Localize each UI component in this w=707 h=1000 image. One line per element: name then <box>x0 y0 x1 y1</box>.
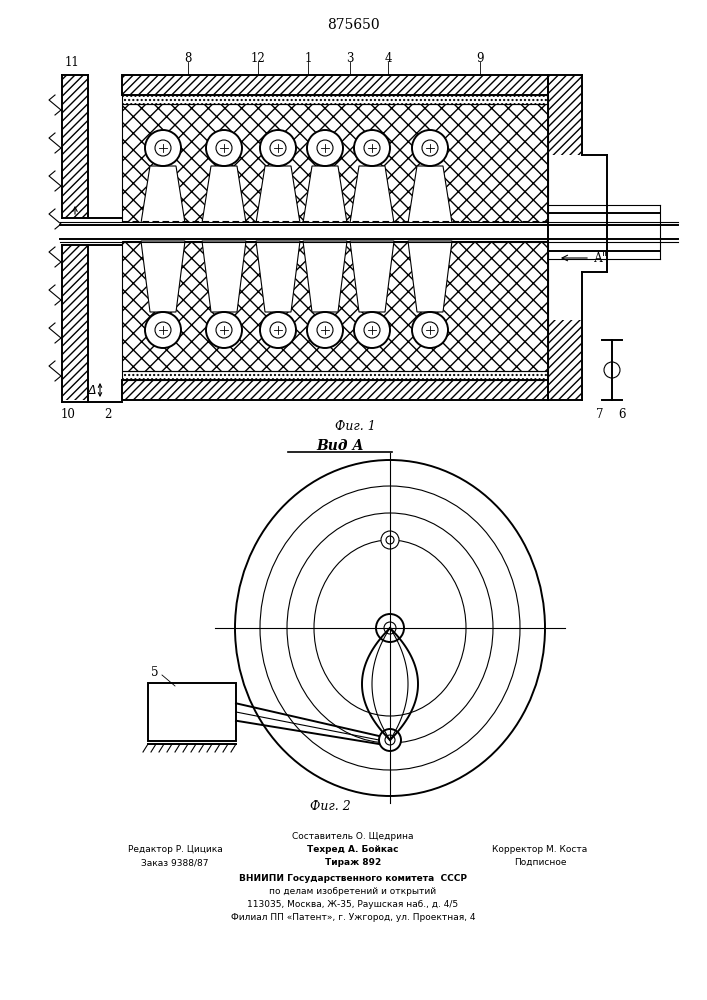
Circle shape <box>317 322 333 338</box>
Bar <box>548 75 582 155</box>
Text: ВНИИПИ Государственного комитета  СССР: ВНИИПИ Государственного комитета СССР <box>239 874 467 883</box>
Circle shape <box>206 312 242 348</box>
Bar <box>122 95 548 104</box>
Bar <box>148 683 236 741</box>
Circle shape <box>155 322 171 338</box>
Bar <box>122 371 548 380</box>
Bar <box>122 241 548 371</box>
Polygon shape <box>141 166 185 223</box>
Text: 9: 9 <box>477 51 484 64</box>
Circle shape <box>354 312 390 348</box>
Text: 875650: 875650 <box>327 18 380 32</box>
Text: Корректор М. Коста: Корректор М. Коста <box>492 845 588 854</box>
Circle shape <box>385 735 395 745</box>
Text: А": А" <box>594 251 608 264</box>
Text: Заказ 9388/87: Заказ 9388/87 <box>141 858 209 867</box>
Text: Фиг. 1: Фиг. 1 <box>334 420 375 433</box>
Bar <box>60 222 678 228</box>
Text: 12: 12 <box>250 51 265 64</box>
Circle shape <box>364 322 380 338</box>
Polygon shape <box>408 166 452 223</box>
Polygon shape <box>303 166 347 223</box>
Circle shape <box>145 130 181 166</box>
Polygon shape <box>350 166 394 223</box>
Circle shape <box>270 140 286 156</box>
Text: 3: 3 <box>346 51 354 64</box>
Circle shape <box>307 130 343 166</box>
Circle shape <box>412 130 448 166</box>
Bar <box>548 320 582 400</box>
Circle shape <box>381 531 399 549</box>
Text: Δ: Δ <box>88 383 96 396</box>
Circle shape <box>354 130 390 166</box>
Bar <box>122 380 548 400</box>
Text: Фиг. 2: Фиг. 2 <box>310 800 351 813</box>
Bar <box>122 104 548 223</box>
Text: Редактор Р. Цицика: Редактор Р. Цицика <box>128 845 223 854</box>
Circle shape <box>145 312 181 348</box>
Circle shape <box>270 322 286 338</box>
Bar <box>122 75 548 95</box>
Circle shape <box>379 729 401 751</box>
Circle shape <box>604 362 620 378</box>
Circle shape <box>216 140 232 156</box>
Polygon shape <box>256 241 300 312</box>
Polygon shape <box>202 166 246 223</box>
Circle shape <box>260 312 296 348</box>
Circle shape <box>307 312 343 348</box>
Circle shape <box>422 322 438 338</box>
Circle shape <box>422 140 438 156</box>
Circle shape <box>216 322 232 338</box>
Text: 113035, Москва, Ж-35, Раушская наб., д. 4/5: 113035, Москва, Ж-35, Раушская наб., д. … <box>247 900 459 909</box>
Text: 10: 10 <box>61 408 76 422</box>
Text: Составитель О. Щедрина: Составитель О. Щедрина <box>292 832 414 841</box>
Circle shape <box>206 130 242 166</box>
Circle shape <box>376 614 404 642</box>
Text: 4: 4 <box>384 51 392 64</box>
Text: Тираж 892: Тираж 892 <box>325 858 381 867</box>
Polygon shape <box>408 241 452 312</box>
Text: 2: 2 <box>105 408 112 422</box>
Circle shape <box>384 622 396 634</box>
Bar <box>122 104 548 223</box>
Text: 8: 8 <box>185 51 192 64</box>
Text: по делам изобретений и открытий: по делам изобретений и открытий <box>269 887 436 896</box>
Polygon shape <box>141 241 185 312</box>
Circle shape <box>386 536 394 544</box>
Circle shape <box>364 140 380 156</box>
Polygon shape <box>350 241 394 312</box>
Polygon shape <box>303 241 347 312</box>
Bar <box>62 245 88 400</box>
Text: Техред А. Бойкас: Техред А. Бойкас <box>308 845 399 854</box>
Bar <box>122 75 548 95</box>
Bar <box>62 75 88 218</box>
Circle shape <box>155 140 171 156</box>
Circle shape <box>260 130 296 166</box>
Text: Подписное: Подписное <box>514 858 566 867</box>
Polygon shape <box>202 241 246 312</box>
Text: Филиал ПП «Патент», г. Ужгород, ул. Проектная, 4: Филиал ПП «Патент», г. Ужгород, ул. Прое… <box>230 913 475 922</box>
Bar <box>122 380 548 400</box>
Text: 11: 11 <box>64 55 79 68</box>
Polygon shape <box>256 166 300 223</box>
Text: 5: 5 <box>151 666 159 680</box>
Text: 7: 7 <box>596 408 604 422</box>
Circle shape <box>317 140 333 156</box>
Circle shape <box>412 312 448 348</box>
Text: 6: 6 <box>618 408 626 422</box>
Bar <box>122 241 548 371</box>
Text: 1: 1 <box>304 51 312 64</box>
Text: Вид А: Вид А <box>316 439 364 453</box>
